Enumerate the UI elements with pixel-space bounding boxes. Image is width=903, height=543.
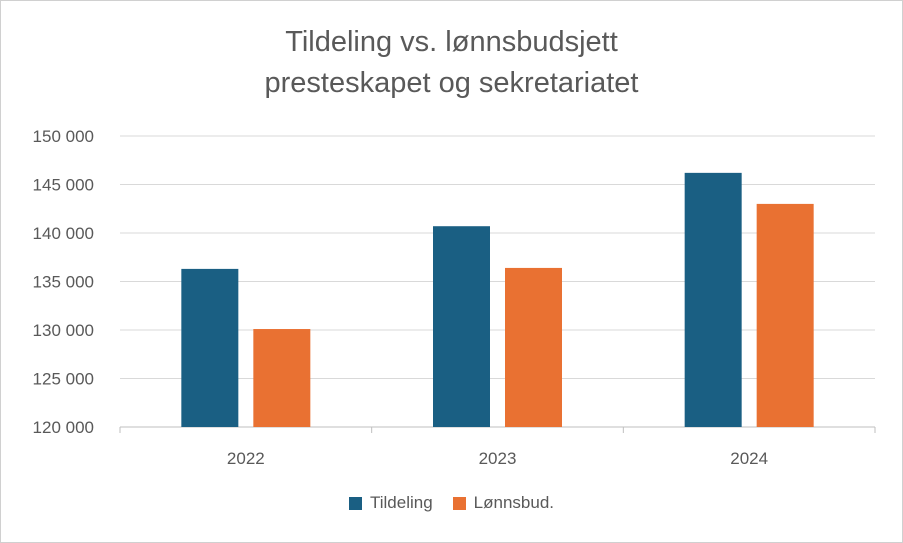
bar-tildeling-2023: [433, 226, 490, 427]
x-tick-label: 2023: [479, 449, 517, 468]
y-tick-label: 140 000: [33, 224, 94, 243]
chart-title-line-2: presteskapet og sekretariatet: [264, 67, 639, 99]
legend-swatch-tildeling: [348, 496, 362, 510]
y-tick-label: 145 000: [33, 176, 94, 195]
x-tick-label: 2024: [730, 449, 768, 468]
chart-legend: Tildeling Lønnsbud.: [0, 493, 903, 513]
legend-label-tildeling: Tildeling: [369, 493, 433, 512]
bar-tildeling-2024: [684, 172, 742, 427]
y-tick-label: 150 000: [33, 127, 94, 146]
y-tick-label: 120 000: [33, 418, 94, 437]
y-tick-label: 125 000: [33, 370, 94, 389]
chart-title: Tildeling vs. lønnsbudsjett presteskapet…: [0, 22, 903, 104]
legend-item-lonnsbud: Lønnsbud.: [452, 493, 555, 513]
y-tick-label: 130 000: [33, 321, 94, 340]
legend-item-tildeling: Tildeling: [348, 493, 433, 513]
legend-label-lonnsbud: Lønnsbud.: [473, 493, 555, 512]
bar-lonnsbud-2024: [756, 203, 814, 427]
bar-lonnsbud-2022: [253, 329, 311, 427]
chart-title-line-1: Tildeling vs. lønnsbudsjett: [285, 26, 618, 58]
x-tick-label: 2022: [227, 449, 265, 468]
y-tick-label: 135 000: [33, 273, 94, 292]
bar-tildeling-2022: [181, 268, 239, 427]
legend-swatch-lonnsbud: [452, 496, 466, 510]
bar-lonnsbud-2023: [505, 267, 562, 427]
